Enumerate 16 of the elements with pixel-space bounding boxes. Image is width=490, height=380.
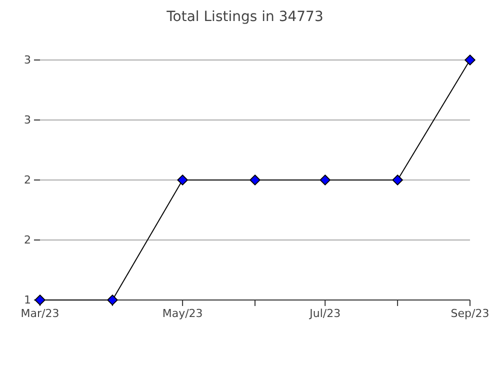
x-tick-label: Sep/23: [450, 306, 490, 320]
point: [464, 54, 476, 66]
point: [392, 174, 403, 186]
x-tick-label: Mar/23: [20, 306, 60, 320]
y-tick-label: 1: [24, 294, 31, 307]
point: [320, 174, 330, 186]
y-tick-label: 3: [24, 54, 31, 67]
point: [250, 174, 260, 186]
point: [107, 294, 118, 306]
point: [177, 174, 188, 186]
x-tick-label: May/23: [162, 306, 203, 320]
x-tick-label: Jul/23: [308, 306, 341, 320]
y-tick-label: 3: [24, 114, 31, 127]
chart-title: Total Listings in 34773: [166, 9, 324, 25]
y-tick-label: 2: [24, 174, 31, 187]
y-tick-label: 2: [24, 234, 31, 247]
